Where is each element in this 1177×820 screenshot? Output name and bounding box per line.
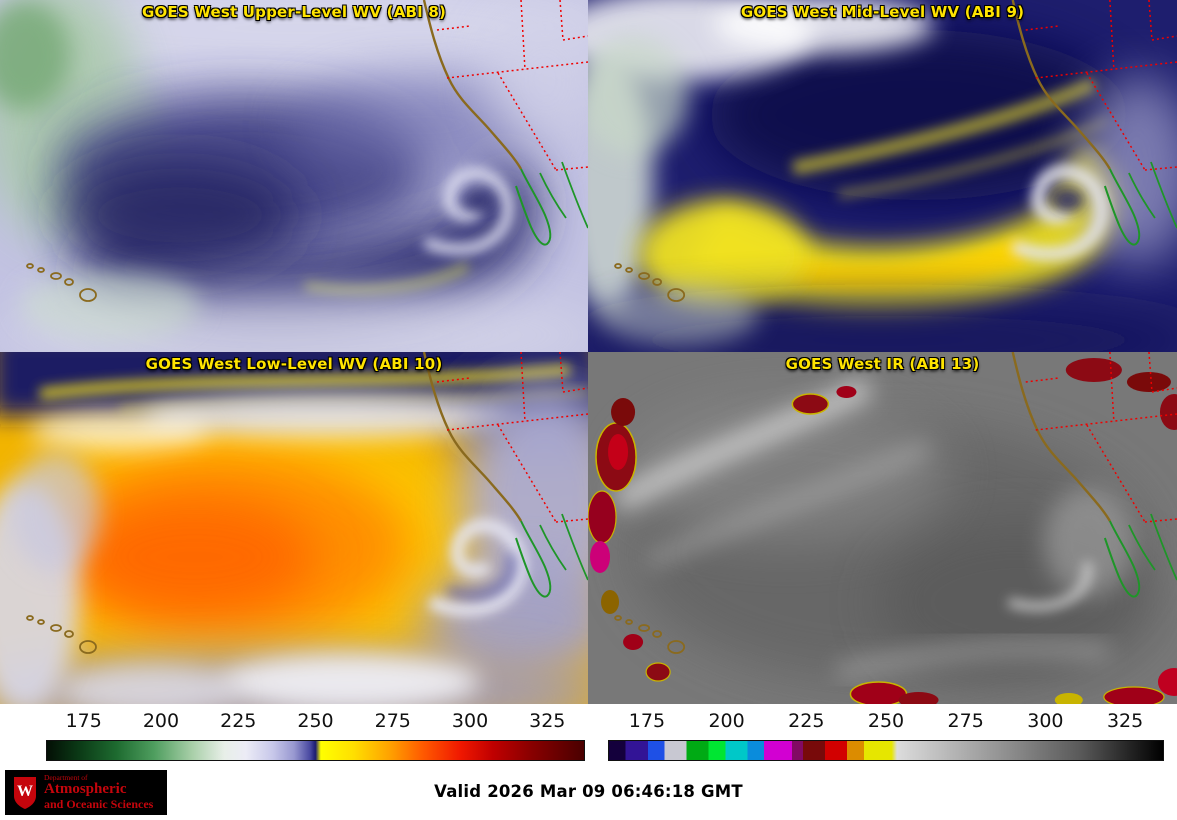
tick-label: 300 xyxy=(1027,710,1064,732)
tick-label: 200 xyxy=(708,710,745,732)
upper-level-wv-image xyxy=(0,0,588,352)
logo-line-dept: Department of xyxy=(44,773,88,783)
valid-time: Valid 2026 Mar 09 06:46:18 GMT xyxy=(434,781,743,801)
panel-mid-level-wv: GOES West Mid-Level WV (ABI 9) xyxy=(588,0,1177,352)
ir-colorbar: 175 200 225 250 275 300 325 xyxy=(588,704,1177,766)
tick-label: 200 xyxy=(142,710,180,732)
tick-label: 325 xyxy=(529,710,566,732)
tick-label: 325 xyxy=(1106,710,1144,732)
tick-label: 250 xyxy=(297,710,334,732)
tick-label: 275 xyxy=(947,710,984,732)
tick-label: 225 xyxy=(788,710,825,732)
low-level-wv-image xyxy=(0,352,588,704)
panel-ir: GOES West IR (ABI 13) xyxy=(588,352,1177,704)
satellite-panel-grid: GOES West Upper-Level WV (ABI 8) xyxy=(0,0,1177,704)
ir-colorbar-gradient xyxy=(608,740,1164,761)
tick-label: 225 xyxy=(220,710,257,732)
wv-colorbar-ticks: 175 200 225 250 275 300 325 xyxy=(46,710,585,734)
aos-department-logo: W Department of Atmospheric and Oceanic … xyxy=(5,770,167,815)
tick-label: 175 xyxy=(65,710,102,732)
cold-cloud-tops xyxy=(588,358,1177,704)
panel-low-level-wv: GOES West Low-Level WV (ABI 10) xyxy=(0,352,588,704)
footer: W Department of Atmospheric and Oceanic … xyxy=(0,766,1177,820)
tick-label: 250 xyxy=(867,710,905,732)
wv-colorbar: 175 200 225 250 275 300 325 xyxy=(0,704,588,766)
wisconsin-w-crest-icon: W xyxy=(14,776,36,809)
tick-label: 175 xyxy=(628,710,666,732)
panel-upper-level-wv: GOES West Upper-Level WV (ABI 8) xyxy=(0,0,588,352)
ir-colorbar-ticks: 175 200 225 250 275 300 325 xyxy=(608,710,1164,734)
mid-level-wv-image xyxy=(588,0,1177,352)
ir-image xyxy=(588,352,1177,704)
colorbar-strip: 175 200 225 250 275 300 325 175 200 225 … xyxy=(0,704,1177,766)
logo-line-atmospheric: Atmospheric xyxy=(44,781,127,798)
tick-label: 275 xyxy=(374,710,411,732)
logo-text: Department of Atmospheric and Oceanic Sc… xyxy=(44,774,153,810)
logo-line-oceanic: and Oceanic Sciences xyxy=(44,797,154,812)
wv-colorbar-gradient xyxy=(46,740,585,761)
svg-text:W: W xyxy=(17,783,33,800)
tick-label: 300 xyxy=(451,710,489,732)
